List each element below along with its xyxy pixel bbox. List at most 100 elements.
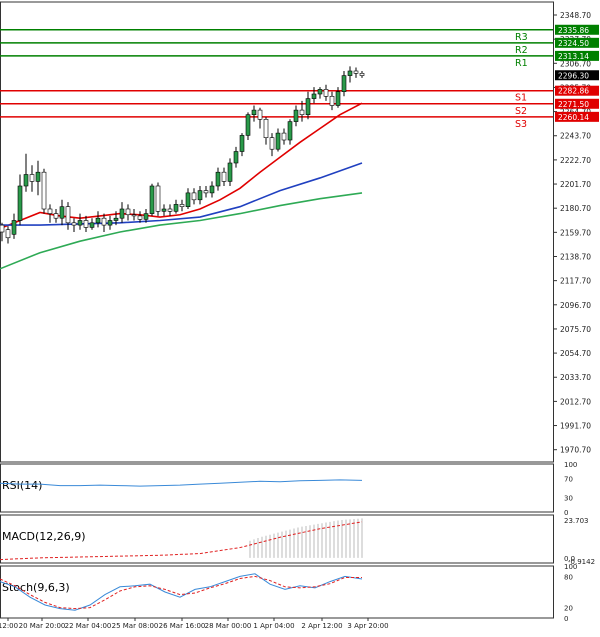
level-value-r3: 2335.86 xyxy=(558,26,589,35)
price-tick-label: 2138.70 xyxy=(560,252,591,261)
price-tick-label: 2243.70 xyxy=(560,132,591,141)
candle-body xyxy=(275,132,281,150)
level-name-s2: S2 xyxy=(515,106,527,117)
candle-body xyxy=(317,89,323,95)
candle-body xyxy=(155,185,161,212)
indicator-frame xyxy=(0,514,554,564)
level-tag-s3 xyxy=(555,111,599,122)
candle-body xyxy=(215,171,221,187)
indicator-tick-label: 70 xyxy=(564,475,573,483)
time-tick-label: 26 Mar 16:00 xyxy=(159,622,206,630)
level-tag-r2 xyxy=(555,37,599,48)
indicator-tick-label: 0 xyxy=(564,615,568,623)
level-value-s1: 2282.86 xyxy=(558,87,589,96)
level-name-r3: R3 xyxy=(515,32,528,43)
candle-body xyxy=(113,217,119,221)
candle-body xyxy=(311,93,317,99)
candle-body xyxy=(281,132,287,141)
candle-body xyxy=(167,208,173,212)
candle-body xyxy=(71,222,77,226)
candle-body xyxy=(17,185,23,221)
candle-body xyxy=(305,98,311,115)
price-tick-label: 2222.70 xyxy=(560,156,591,165)
level-tag-s2 xyxy=(555,98,599,109)
rsi-panel: RSI(14) 100 70 30 0 xyxy=(0,461,577,517)
candle-body xyxy=(227,162,233,182)
stoch-k-line xyxy=(0,573,363,611)
moving-average-line xyxy=(0,192,363,270)
candle-body xyxy=(239,135,245,152)
candle-body xyxy=(83,220,89,228)
macd-panel: MACD(12,26,9) 23.703 0.0-0.9142 xyxy=(0,514,595,566)
candle-body xyxy=(29,174,35,182)
candle-body xyxy=(0,224,5,233)
candle-body xyxy=(65,206,71,224)
time-tick-label: 3 Apr 20:00 xyxy=(347,622,388,630)
stoch-panel: Stoch(9,6,3) 100 80 20 0 xyxy=(0,563,577,623)
indicator-tick-label: 100 xyxy=(564,461,577,469)
candle-body xyxy=(245,114,251,136)
time-tick-label: 20 Mar 20:00 xyxy=(19,622,66,630)
rsi-line xyxy=(0,479,363,487)
level-value-r2: 2324.50 xyxy=(558,39,589,48)
candle-body xyxy=(335,91,341,106)
price-tick-label: 2348.70 xyxy=(560,11,591,20)
indicator-title: Stoch(9,6,3) xyxy=(2,581,70,594)
indicator-tick-label: 0 xyxy=(564,509,568,517)
indicator-tick-label: 80 xyxy=(564,573,573,581)
indicator-title: MACD(12,26,9) xyxy=(2,530,86,543)
moving-average-line xyxy=(0,162,363,226)
candle-body xyxy=(179,204,185,207)
current-price-label: 2296.30 xyxy=(558,71,589,80)
candle-body xyxy=(341,75,347,92)
candle-body xyxy=(131,214,137,217)
candle-body xyxy=(233,151,239,164)
indicator-frame xyxy=(0,565,554,619)
candle-body xyxy=(95,217,101,224)
candle-body xyxy=(269,137,275,150)
macd-tick-label: 23.703 xyxy=(564,517,589,525)
candle-body xyxy=(221,171,227,182)
level-tag-r1 xyxy=(555,50,599,61)
candle-body xyxy=(161,208,167,212)
candle-body xyxy=(89,222,95,228)
main-panel: 2348.702327.702306.702285.702264.702243.… xyxy=(0,1,599,463)
candle-body xyxy=(353,70,359,74)
level-name-s1: S1 xyxy=(515,93,527,104)
indicator-frame xyxy=(0,463,554,513)
level-tag-s1 xyxy=(555,85,599,96)
price-tick-label: 2054.70 xyxy=(560,349,591,358)
macd-signal-label: -0.9142 xyxy=(568,558,595,566)
candle-body xyxy=(59,206,65,219)
candle-body xyxy=(347,70,353,76)
candle-body xyxy=(185,192,191,207)
price-tick-label: 2306.70 xyxy=(560,59,591,68)
time-tick-label: 22 Mar 04:00 xyxy=(65,622,112,630)
level-tag-r3 xyxy=(555,24,599,35)
macd-tick-label: 0.0 xyxy=(564,555,575,563)
time-tick-label: 12:00 xyxy=(0,622,18,630)
price-tick-label: 1991.70 xyxy=(560,422,591,431)
indicator-tick-label: 100 xyxy=(564,563,577,571)
time-tick-label: 2 Apr 12:00 xyxy=(301,622,342,630)
candle-body xyxy=(257,109,263,120)
price-tick-label: 2012.70 xyxy=(560,397,591,406)
candle-body xyxy=(23,174,29,187)
price-tick-label: 2159.70 xyxy=(560,228,591,237)
candle-body xyxy=(149,185,155,214)
candle-body xyxy=(11,220,17,235)
candle-body xyxy=(293,109,299,122)
candle-body xyxy=(359,73,365,76)
candle-body xyxy=(53,213,59,219)
candle-body xyxy=(47,208,53,214)
candle-body xyxy=(173,204,179,212)
candle-body xyxy=(191,192,197,201)
price-tick-label: 2201.70 xyxy=(560,180,591,189)
candle-body xyxy=(5,229,11,239)
candle-body xyxy=(137,215,143,220)
stoch-d-line xyxy=(0,575,362,610)
candle-body xyxy=(251,109,257,115)
candle-body xyxy=(101,217,107,226)
candle-body xyxy=(119,208,125,219)
candle-body xyxy=(263,119,269,139)
